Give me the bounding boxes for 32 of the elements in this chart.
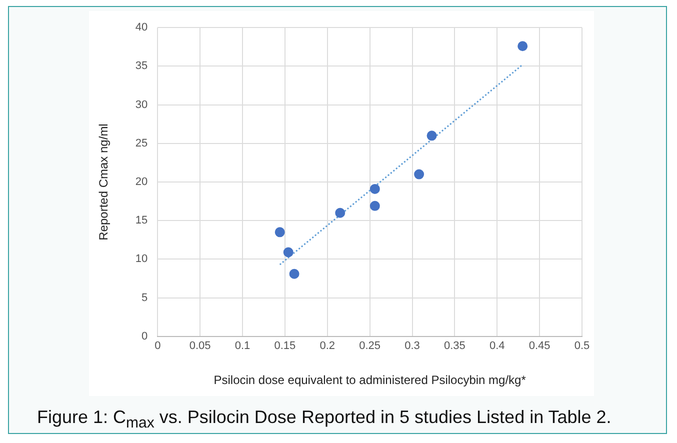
point: [283, 247, 294, 258]
point: [335, 208, 346, 218]
x-tick-label: 0.4: [489, 340, 505, 352]
point: [370, 200, 380, 211]
point: [426, 130, 437, 141]
x-axis-title: Psilocin dose equivalent to administered Psilocybin mg/kg*: [214, 373, 526, 388]
x-tick-label: 0.05: [189, 340, 211, 352]
y-tick-label: 25: [135, 137, 148, 150]
x-tick-label: 0.15: [274, 340, 296, 352]
text: Figure 1: C$_{max}$ vs. Psilocin Dose Reported in 5 studies Listed in Table 2.: [37, 407, 612, 432]
y-tick-label: 5: [142, 292, 148, 304]
x-tick-label: 0.5: [574, 340, 590, 352]
y-axis-title: Reported Cmax ng/ml: [96, 124, 111, 240]
point: [370, 184, 380, 194]
point: [289, 268, 300, 279]
y-tick-label: 10: [135, 253, 148, 266]
point: [518, 41, 528, 52]
x-tick-label: 0.35: [444, 340, 466, 352]
x-tick-label: 0.25: [359, 340, 381, 352]
point: [274, 227, 285, 238]
point: [414, 169, 424, 180]
y-tick-label: 0: [142, 330, 148, 342]
x-tick-label: 0.2: [320, 340, 336, 352]
x-tick-label: 0.1: [234, 340, 250, 352]
y-tick-label: 40: [135, 22, 148, 34]
x-tick-label: 0: [154, 340, 161, 352]
x-tick-label: 0.45: [528, 340, 550, 352]
y-tick-label: 35: [135, 60, 148, 72]
y-tick-label: 15: [135, 214, 148, 227]
y-tick-label: 30: [135, 98, 148, 111]
x-tick-label: 0.3: [404, 340, 420, 352]
y-tick-label: 20: [135, 176, 148, 188]
